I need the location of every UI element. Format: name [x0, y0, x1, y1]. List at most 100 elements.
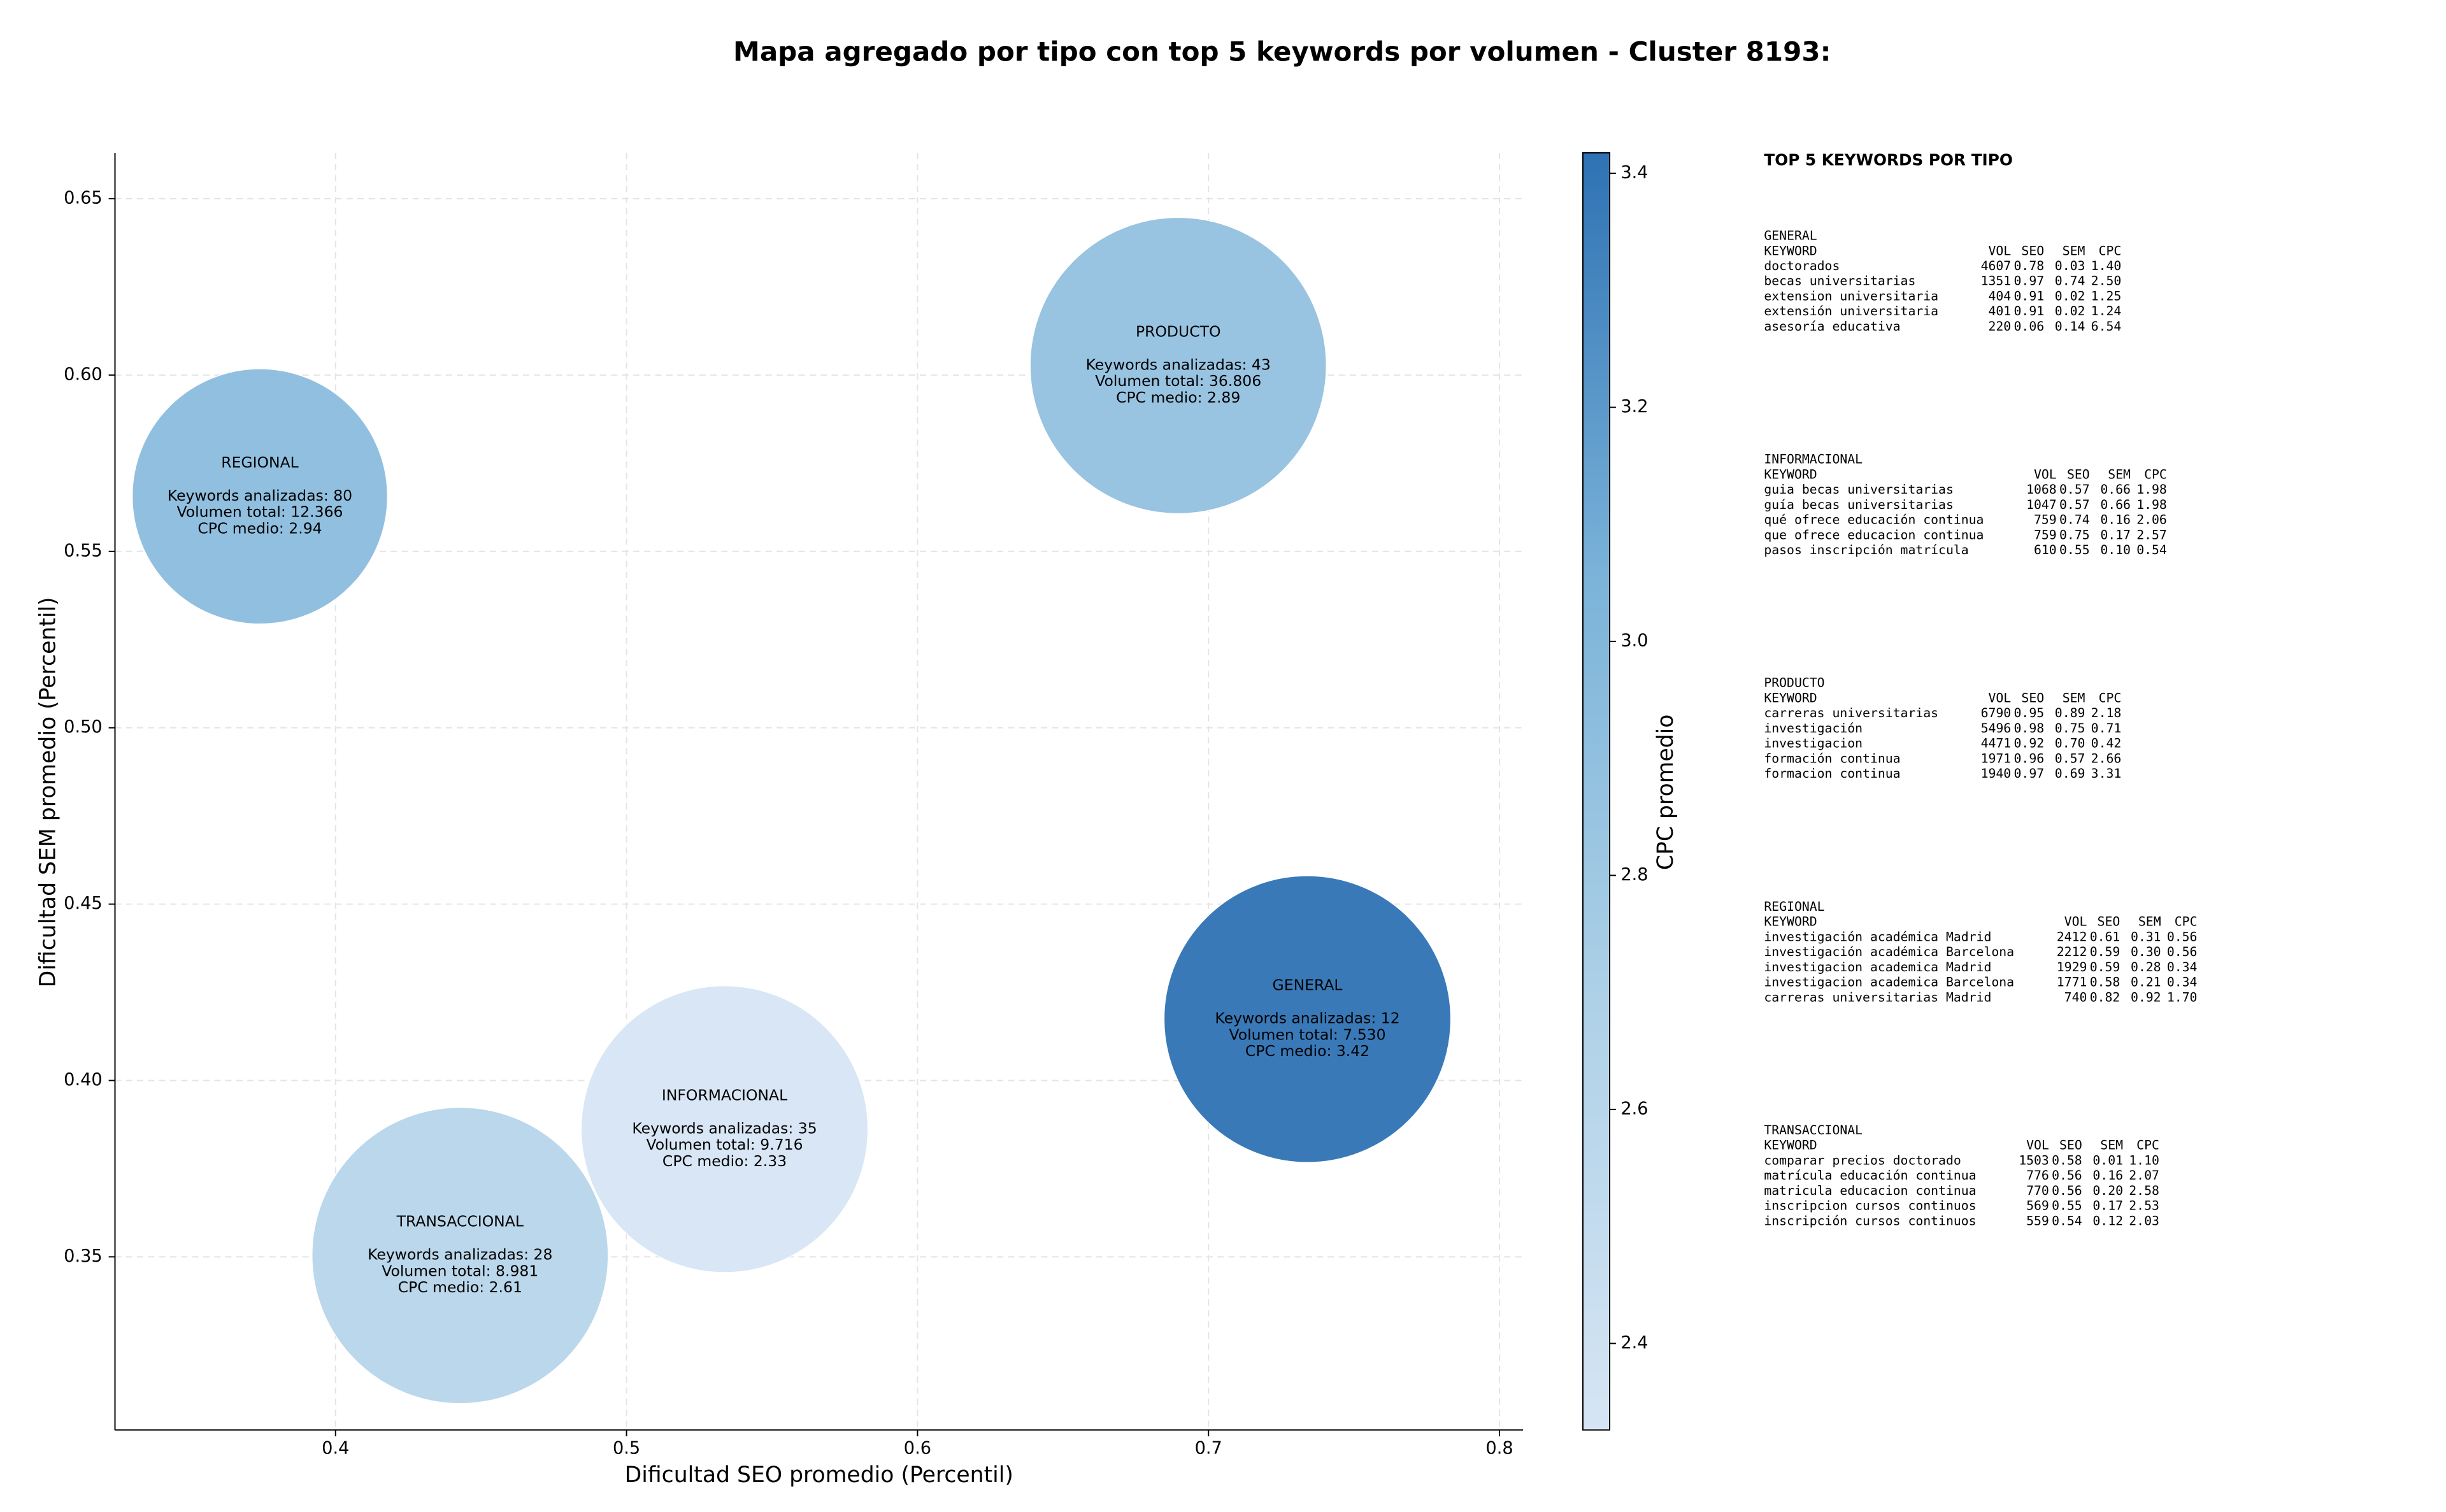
y-tick-label: 0.50	[64, 717, 103, 737]
cell: 0.66	[2100, 482, 2131, 497]
column-header: KEYWORD	[1764, 915, 1817, 929]
bubble-annotation: Keywords analizadas: 28	[368, 1246, 552, 1264]
bubble-annotation: Keywords analizadas: 35	[632, 1119, 817, 1137]
cell: 220	[1989, 319, 2012, 334]
column-header: SEM	[2138, 915, 2161, 929]
column-header: VOL	[2026, 1138, 2049, 1153]
cell: 0.17	[2092, 1199, 2123, 1213]
x-tick-label: 0.7	[1195, 1438, 1222, 1458]
cell: 0.56	[2052, 1183, 2082, 1198]
cell: 0.74	[2055, 274, 2085, 289]
keyword: investigación	[1764, 721, 1863, 736]
cell: 0.66	[2100, 497, 2131, 512]
cell: 559	[2026, 1213, 2049, 1228]
cell: 0.55	[2052, 1199, 2082, 1213]
cell: 2.66	[2091, 751, 2122, 766]
cell: 0.20	[2092, 1183, 2123, 1198]
cell: 1503	[2019, 1153, 2049, 1167]
cell: 569	[2026, 1199, 2049, 1213]
colorbar-tick-label: 3.4	[1620, 163, 1648, 183]
colorbar-tick-label: 2.6	[1620, 1099, 1648, 1118]
cell: 0.02	[2055, 304, 2085, 318]
keyword: extension universitaria	[1764, 289, 1938, 303]
bubble-annotation: Volumen total: 12.366	[177, 503, 343, 521]
cell: 0.34	[2167, 975, 2198, 990]
keyword: matrícula educación continua	[1764, 1168, 1976, 1183]
cell: 0.01	[2092, 1153, 2123, 1167]
column-header: SEM	[2108, 467, 2131, 481]
column-header: SEO	[2098, 915, 2121, 929]
colorbar-tick-label: 2.4	[1620, 1333, 1648, 1353]
bubble-name: INFORMACIONAL	[662, 1086, 787, 1104]
cell: 0.96	[2014, 751, 2045, 766]
column-header: SEO	[2021, 243, 2044, 258]
cell: 0.97	[2014, 766, 2045, 781]
keyword: extensión universitaria	[1764, 304, 1938, 318]
column-header: VOL	[2064, 915, 2087, 929]
y-tick-label: 0.55	[64, 541, 103, 560]
column-header: VOL	[1989, 690, 2012, 705]
bubble	[311, 1107, 609, 1404]
cell: 0.34	[2167, 960, 2198, 974]
cell: 1940	[1981, 766, 2012, 781]
bubble-annotation: Keywords analizadas: 80	[168, 487, 352, 504]
cell: 0.57	[2059, 482, 2090, 497]
cell: 2412	[2057, 929, 2087, 944]
cell: 0.54	[2052, 1213, 2082, 1228]
cell: 0.16	[2092, 1168, 2123, 1183]
cell: 3.31	[2091, 766, 2122, 781]
y-tick-label: 0.60	[64, 364, 103, 384]
bubble-group: INFORMACIONAL Keywords analizadas: 35Volu…	[580, 985, 869, 1273]
cell: 0.54	[2136, 543, 2167, 557]
cell: 1929	[2057, 960, 2087, 974]
bubble-group: TRANSACCIONAL Keywords analizadas: 28Volu…	[311, 1107, 609, 1404]
cell: 0.74	[2059, 513, 2090, 527]
column-header: SEO	[2067, 467, 2090, 481]
bubble-annotation: CPC medio: 2.61	[398, 1278, 522, 1296]
bubble-name: GENERAL	[1273, 976, 1343, 994]
cell: 0.91	[2014, 304, 2045, 318]
column-header: SEM	[2100, 1138, 2123, 1153]
cell: 6.54	[2091, 319, 2122, 334]
keyword: doctorados	[1764, 259, 1840, 273]
cell: 6790	[1981, 706, 2012, 720]
cell: 0.95	[2014, 706, 2045, 720]
cell: 0.56	[2167, 929, 2198, 944]
y-tick-label: 0.45	[64, 894, 103, 913]
cell: 2.57	[2136, 527, 2167, 542]
cell: 0.58	[2090, 975, 2121, 990]
cell: 0.92	[2131, 990, 2161, 1004]
bubble-annotation: Keywords analizadas: 12	[1215, 1009, 1399, 1027]
y-tick-label: 0.40	[64, 1070, 103, 1090]
cell: 759	[2034, 527, 2057, 542]
cell: 1047	[2026, 497, 2057, 512]
column-header: KEYWORD	[1764, 243, 1817, 258]
cell: 2.50	[2091, 274, 2122, 289]
x-axis-label: Dificultad SEO promedio (Percentil)	[625, 1462, 1013, 1488]
cell: 2.18	[2091, 706, 2122, 720]
cell: 1971	[1981, 751, 2012, 766]
cell: 401	[1989, 304, 2012, 318]
cell: 2.03	[2129, 1213, 2159, 1228]
cell: 2.07	[2129, 1168, 2159, 1183]
cell: 4471	[1981, 736, 2012, 751]
keyword: que ofrece educacion continua	[1764, 527, 1984, 542]
bubble-annotation: Volumen total: 7.530	[1229, 1025, 1386, 1043]
cell: 0.75	[2055, 721, 2085, 736]
column-header: CPC	[2144, 467, 2167, 481]
keyword: qué ofrece educación continua	[1764, 513, 1984, 527]
keyword: formación continua	[1764, 751, 1900, 766]
panel-title: TOP 5 KEYWORDS POR TIPO	[1764, 150, 2013, 169]
column-header: SEO	[2059, 1138, 2082, 1153]
cell: 0.17	[2100, 527, 2131, 542]
cell: 0.14	[2055, 319, 2085, 334]
column-header: SEO	[2021, 690, 2044, 705]
column-header: CPC	[2136, 1138, 2159, 1153]
cell: 0.59	[2090, 945, 2121, 959]
x-tick-label: 0.8	[1485, 1438, 1513, 1458]
cell: 740	[2064, 990, 2087, 1004]
